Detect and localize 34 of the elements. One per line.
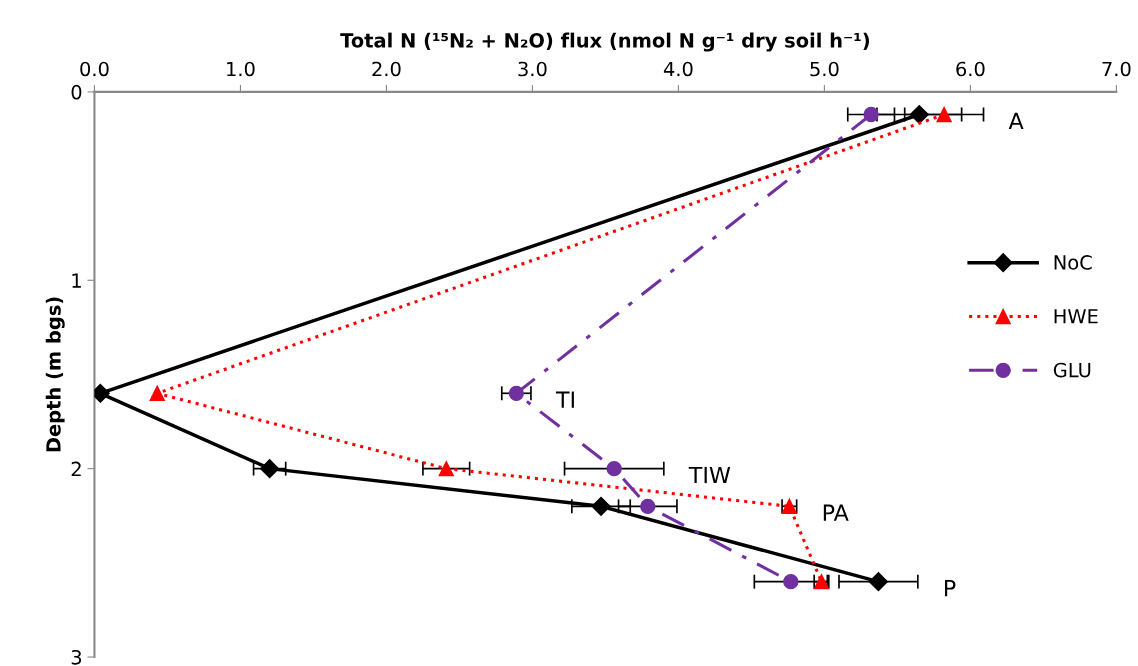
x-tick-label: 1.0: [227, 61, 255, 77]
point: [863, 106, 879, 123]
point: [591, 496, 611, 516]
x-tick-label: 7.0: [1102, 61, 1131, 77]
x-axis-title: Total N (¹⁵N₂ + N₂O) flux (nmol N g⁻¹ dry soil h⁻¹): [340, 32, 870, 52]
y-tick-label: 2: [71, 461, 81, 477]
y-tick-label: 3: [71, 649, 82, 665]
x-tick-label: 4.0: [663, 61, 693, 77]
legend-label: NoC: [1054, 255, 1092, 270]
point: [438, 461, 454, 477]
y-tick-label: 0: [71, 84, 82, 100]
point: [260, 459, 280, 479]
point: [508, 385, 525, 401]
point: [149, 385, 165, 401]
x-tick-label: 3.0: [518, 61, 547, 77]
annotation: TIW: [688, 466, 731, 484]
annotation: PA: [823, 504, 849, 521]
x-tick-label: 5.0: [810, 61, 839, 77]
annotation: P: [945, 579, 956, 597]
x-tick-label: 2.0: [372, 61, 401, 77]
point: [640, 498, 656, 514]
legend-label: HWE: [1054, 309, 1098, 324]
legend-label: GLU: [1053, 362, 1091, 378]
point: [909, 104, 929, 125]
point: [868, 572, 888, 592]
point: [936, 106, 952, 123]
point: [606, 461, 622, 477]
y-axis-title: Depth (m bgs): [45, 297, 65, 452]
x-tick-label: 0.0: [80, 61, 109, 77]
annotation: TI: [555, 391, 574, 408]
annotation: A: [1008, 112, 1024, 129]
point: [783, 574, 799, 590]
x-tick-label: 6.0: [956, 61, 985, 77]
y-tick-label: 1: [72, 273, 81, 288]
